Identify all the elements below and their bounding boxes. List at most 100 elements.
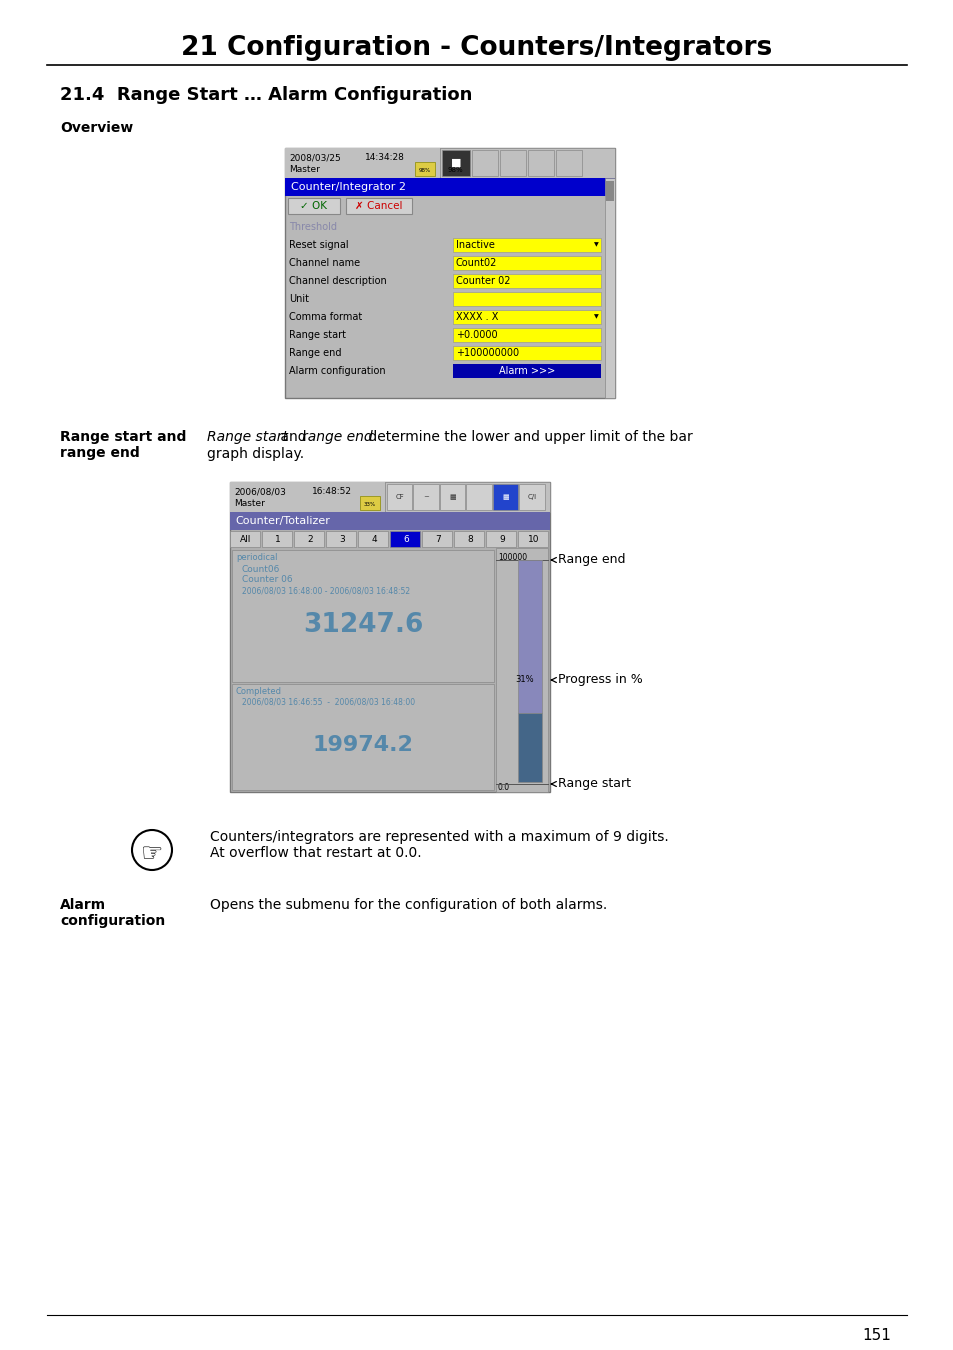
Text: Range start: Range start: [289, 329, 346, 340]
Text: Completed: Completed: [235, 687, 282, 697]
Text: 4: 4: [371, 535, 376, 544]
Bar: [230, 482, 385, 512]
Text: Inactive: Inactive: [456, 240, 495, 250]
Text: Reset signal: Reset signal: [289, 240, 348, 250]
Bar: [472, 150, 497, 176]
Text: ■: ■: [450, 158, 460, 167]
Bar: [326, 531, 356, 547]
Bar: [285, 178, 615, 196]
Bar: [493, 485, 518, 510]
Text: Counter 06: Counter 06: [242, 575, 293, 585]
Text: configuration: configuration: [60, 914, 165, 927]
Bar: [499, 150, 525, 176]
Bar: [605, 181, 614, 201]
Bar: [454, 531, 484, 547]
Text: 14:34:28: 14:34:28: [365, 154, 404, 162]
Text: 31%: 31%: [515, 675, 534, 684]
Text: Alarm configuration: Alarm configuration: [289, 366, 385, 377]
Text: Channel description: Channel description: [289, 275, 386, 286]
Bar: [387, 485, 412, 510]
Bar: [232, 549, 494, 682]
Text: Alarm >>>: Alarm >>>: [498, 366, 555, 377]
Text: 0.0: 0.0: [497, 783, 510, 791]
Bar: [359, 495, 379, 510]
Text: C/I: C/I: [527, 494, 537, 499]
Text: ✓ OK: ✓ OK: [300, 201, 327, 211]
Text: determine the lower and upper limit of the bar: determine the lower and upper limit of t…: [364, 431, 692, 444]
Text: 16:48:52: 16:48:52: [312, 487, 352, 497]
Text: Counter 02: Counter 02: [456, 275, 510, 286]
Text: All: All: [240, 535, 252, 544]
Bar: [604, 178, 615, 398]
Bar: [556, 150, 581, 176]
Text: and: and: [275, 431, 311, 444]
Bar: [466, 485, 492, 510]
Text: Master: Master: [233, 500, 265, 509]
Bar: [385, 482, 550, 512]
Bar: [346, 198, 412, 215]
Text: Range start and: Range start and: [60, 431, 186, 444]
Text: 7: 7: [435, 535, 440, 544]
Bar: [415, 162, 435, 176]
Text: 2006/08/03 16:48:00 - 2006/08/03 16:48:52: 2006/08/03 16:48:00 - 2006/08/03 16:48:5…: [242, 586, 410, 595]
Bar: [232, 684, 494, 790]
Text: range end: range end: [302, 431, 373, 444]
Text: Counters/integrators are represented with a maximum of 9 digits.: Counters/integrators are represented wit…: [210, 830, 668, 844]
Text: 2008/03/25: 2008/03/25: [289, 154, 340, 162]
Text: 33%: 33%: [363, 501, 375, 506]
Text: Counter/Integrator 2: Counter/Integrator 2: [291, 182, 406, 192]
Text: Overview: Overview: [60, 122, 133, 135]
Bar: [230, 482, 550, 512]
Bar: [439, 485, 465, 510]
Text: 21 Configuration - Counters/Integrators: 21 Configuration - Counters/Integrators: [181, 35, 772, 61]
Bar: [453, 328, 600, 342]
Bar: [453, 256, 600, 270]
Bar: [519, 485, 544, 510]
Text: periodical: periodical: [235, 554, 277, 563]
Bar: [285, 148, 615, 178]
Bar: [439, 148, 615, 178]
Bar: [288, 198, 339, 215]
Text: Comma format: Comma format: [289, 312, 362, 323]
Text: Range start: Range start: [551, 778, 630, 791]
Text: XXXX . X: XXXX . X: [456, 312, 497, 323]
Text: 100000: 100000: [497, 554, 527, 563]
Text: 9: 9: [498, 535, 504, 544]
Text: 31247.6: 31247.6: [302, 612, 423, 639]
Text: ▦: ▦: [449, 494, 456, 499]
Bar: [496, 548, 547, 792]
Text: ▼: ▼: [593, 243, 598, 247]
Text: +100000000: +100000000: [456, 348, 518, 358]
Bar: [231, 531, 260, 547]
Bar: [453, 238, 600, 252]
Bar: [262, 531, 293, 547]
Text: Range start: Range start: [207, 431, 288, 444]
Text: Opens the submenu for the configuration of both alarms.: Opens the submenu for the configuration …: [210, 898, 607, 913]
Text: At overflow that restart at 0.0.: At overflow that restart at 0.0.: [210, 846, 421, 860]
Text: Channel name: Channel name: [289, 258, 359, 269]
Bar: [486, 531, 516, 547]
Bar: [294, 531, 324, 547]
Bar: [518, 531, 548, 547]
Text: 1: 1: [274, 535, 280, 544]
Text: 2: 2: [307, 535, 313, 544]
Text: graph display.: graph display.: [207, 447, 304, 460]
Text: CF: CF: [395, 494, 404, 499]
Text: Master: Master: [289, 166, 319, 174]
Bar: [527, 150, 554, 176]
Bar: [453, 310, 600, 324]
Text: Range end: Range end: [551, 554, 625, 567]
Bar: [453, 274, 600, 288]
Bar: [390, 531, 420, 547]
Text: 10: 10: [528, 535, 539, 544]
Text: 98%: 98%: [448, 167, 463, 173]
Bar: [441, 150, 470, 176]
Text: 2006/08/03 16:46:55  -  2006/08/03 16:48:00: 2006/08/03 16:46:55 - 2006/08/03 16:48:0…: [242, 698, 415, 706]
Text: ▼: ▼: [593, 315, 598, 320]
Text: range end: range end: [60, 446, 139, 460]
Bar: [230, 482, 550, 792]
Text: 3: 3: [338, 535, 345, 544]
Text: Counter/Totalizer: Counter/Totalizer: [234, 516, 330, 526]
Text: 2006/08/03: 2006/08/03: [233, 487, 286, 497]
Text: Count02: Count02: [456, 258, 497, 269]
